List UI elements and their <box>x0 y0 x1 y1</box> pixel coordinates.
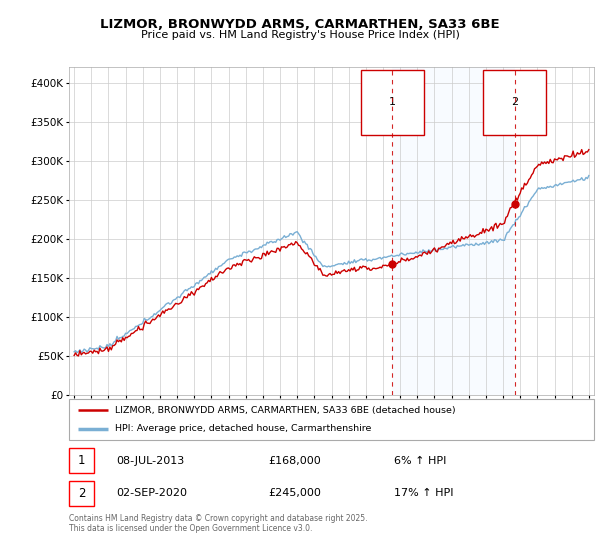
Text: 2: 2 <box>511 97 518 108</box>
Text: 17% ↑ HPI: 17% ↑ HPI <box>395 488 454 498</box>
Bar <box>392 67 515 395</box>
Text: LIZMOR, BRONWYDD ARMS, CARMARTHEN, SA33 6BE (detached house): LIZMOR, BRONWYDD ARMS, CARMARTHEN, SA33 … <box>115 405 456 414</box>
Text: 08-JUL-2013: 08-JUL-2013 <box>116 456 185 465</box>
Text: 1: 1 <box>389 97 396 108</box>
Text: 02-SEP-2020: 02-SEP-2020 <box>116 488 187 498</box>
Bar <box>69 448 94 473</box>
Text: 6% ↑ HPI: 6% ↑ HPI <box>395 456 447 465</box>
Text: Contains HM Land Registry data © Crown copyright and database right 2025.
This d: Contains HM Land Registry data © Crown c… <box>69 514 367 534</box>
Text: £168,000: £168,000 <box>269 456 321 465</box>
Text: 2: 2 <box>78 487 85 500</box>
Text: £245,000: £245,000 <box>269 488 322 498</box>
Text: LIZMOR, BRONWYDD ARMS, CARMARTHEN, SA33 6BE: LIZMOR, BRONWYDD ARMS, CARMARTHEN, SA33 … <box>100 18 500 31</box>
Bar <box>69 481 94 506</box>
Text: HPI: Average price, detached house, Carmarthenshire: HPI: Average price, detached house, Carm… <box>115 424 371 433</box>
Text: 1: 1 <box>78 454 85 467</box>
Text: Price paid vs. HM Land Registry's House Price Index (HPI): Price paid vs. HM Land Registry's House … <box>140 30 460 40</box>
